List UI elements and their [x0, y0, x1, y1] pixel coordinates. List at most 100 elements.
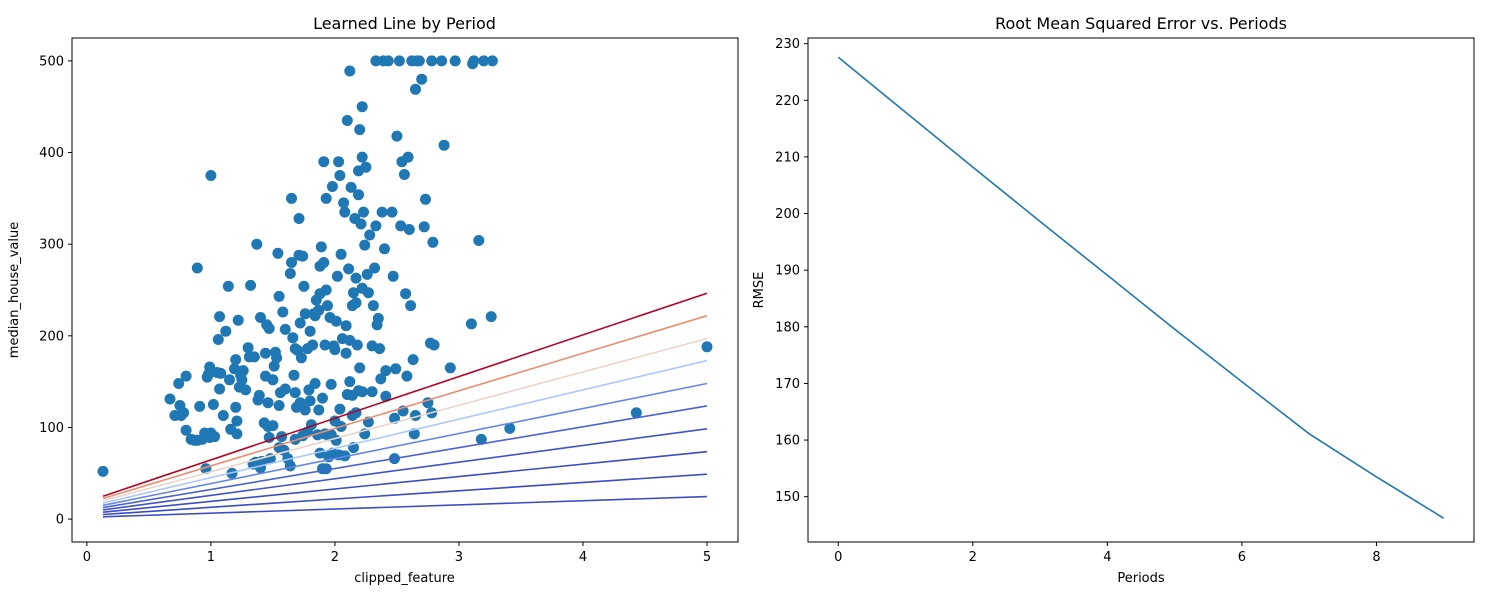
plot-area: 0 1 2 3 4 5 0 100 200 300 400 500 — [39, 37, 739, 565]
scatter-point — [288, 369, 300, 381]
scatter-point — [444, 362, 456, 374]
scatter-point — [253, 389, 265, 401]
scatter-point — [346, 389, 358, 401]
scatter-point — [465, 318, 477, 330]
scatter-point — [379, 243, 390, 255]
y-tick-label: 210 — [775, 150, 800, 165]
scatter-point — [209, 431, 221, 443]
scatter-point — [286, 192, 297, 204]
learned-line-period-5 — [102, 382, 708, 507]
x-tick-label: 0 — [83, 550, 91, 565]
scatter-point — [478, 55, 490, 67]
plot-area: 0 2 4 6 8 150 160 170 180 190 200 210 220 230 — [775, 37, 1475, 565]
scatter-point — [318, 257, 330, 268]
chart-title: Root Mean Squared Error vs. Periods — [995, 14, 1287, 33]
scatter-point — [475, 433, 487, 445]
scatter-point — [360, 161, 372, 173]
scatter-point — [390, 363, 402, 375]
x-tick-label: 1 — [207, 550, 215, 565]
scatter-point — [418, 221, 430, 233]
x-axis-label: Periods — [1117, 571, 1165, 586]
scatter-point — [413, 55, 425, 67]
scatter-point — [97, 465, 109, 477]
scatter-point — [205, 170, 217, 181]
scatter-point — [298, 280, 310, 292]
learned-line-period-7 — [102, 337, 708, 502]
y-tick-label: 100 — [39, 421, 64, 436]
y-tick-label: 220 — [775, 94, 800, 109]
scatter-point — [391, 130, 403, 142]
scatter-point — [307, 339, 319, 351]
scatter-point — [338, 197, 350, 209]
scatter-point — [173, 378, 185, 389]
scatter-point — [354, 124, 366, 136]
y-tick-label: 500 — [39, 54, 64, 69]
axes-frame — [807, 37, 1475, 543]
scatter-point — [386, 206, 398, 218]
scatter-point — [267, 374, 279, 386]
scatter-point — [354, 362, 366, 374]
scatter-point — [214, 383, 226, 395]
scatter-point — [289, 387, 301, 399]
scatter-point — [255, 312, 266, 323]
y-tick-label: 230 — [775, 37, 800, 52]
x-tick-label: 8 — [1372, 550, 1380, 565]
scatter-point — [353, 189, 364, 201]
x-axis-label: clipped_feature — [354, 571, 455, 586]
scatter-point — [402, 151, 414, 163]
y-axis-label: median_house_value — [7, 222, 22, 358]
scatter-point — [356, 386, 368, 398]
scatter-point — [359, 239, 371, 251]
scatter-point — [345, 181, 357, 193]
learned-line-period-0 — [102, 495, 708, 518]
scatter-point — [260, 347, 271, 359]
y-tick-label: 170 — [775, 377, 800, 392]
scatter-point — [405, 300, 417, 312]
y-tick-label: 160 — [775, 434, 800, 449]
scatter-point — [364, 229, 376, 241]
scatter-point — [251, 238, 263, 250]
scatter-point — [410, 83, 421, 95]
x-tick-label: 4 — [579, 550, 587, 565]
learned-line-period-6 — [102, 359, 708, 504]
scatter-point — [344, 65, 356, 77]
scatter-point — [344, 376, 356, 388]
scatter-point — [340, 347, 352, 359]
scatter-point — [317, 392, 328, 404]
scatter-point — [299, 404, 311, 416]
scatter-point — [343, 263, 355, 275]
x-tick-label: 2 — [331, 550, 339, 565]
scatter-point — [180, 370, 192, 382]
scatter-point — [350, 272, 362, 284]
x-tick-label: 6 — [1238, 550, 1246, 565]
scatter-point — [361, 268, 373, 280]
y-axis-label: RMSE — [752, 272, 767, 309]
scatter-point — [304, 325, 316, 337]
scatter-point — [375, 373, 387, 385]
scatter-point — [286, 257, 297, 268]
learned-line-period-4 — [102, 405, 708, 509]
scatter-point — [468, 55, 480, 67]
scatter-point — [242, 342, 254, 354]
learned-line-period-9 — [102, 292, 708, 497]
scatter-point — [232, 314, 244, 326]
scatter-point — [329, 415, 341, 427]
scatter-point — [222, 280, 234, 292]
y-tick-label: 200 — [39, 329, 64, 344]
scatter-point — [322, 300, 333, 312]
scatter-point — [387, 270, 399, 282]
scatter-point — [374, 343, 386, 355]
scatter-point — [295, 352, 307, 364]
scatter-point — [279, 383, 291, 395]
scatter-point — [273, 290, 285, 302]
scatter-point — [309, 378, 321, 389]
scatter-point — [400, 288, 412, 300]
scatter-point — [403, 224, 415, 235]
scatter-point — [504, 422, 516, 434]
rmse-line — [837, 56, 1445, 519]
scatter-point — [284, 268, 296, 279]
scatter-point — [230, 354, 242, 366]
x-tick-label: 0 — [834, 550, 842, 565]
scatter-point — [272, 247, 284, 259]
scatter-point — [180, 424, 192, 436]
